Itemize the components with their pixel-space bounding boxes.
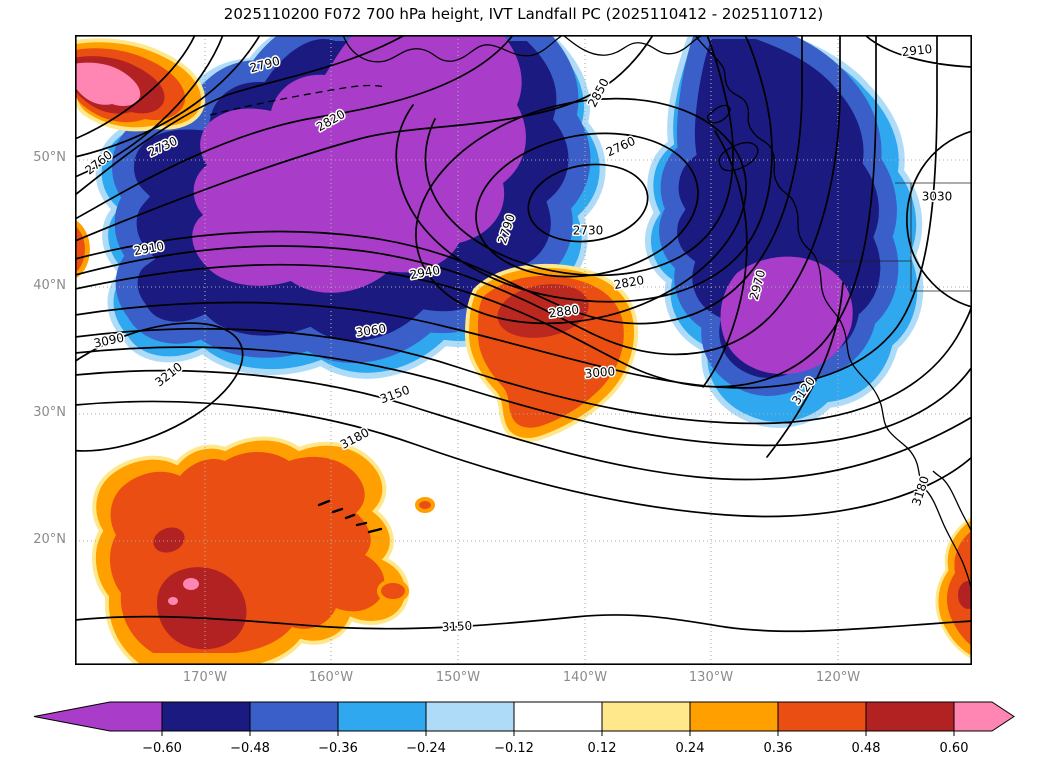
shading-positive-hawaii-pink-spot [168, 597, 178, 605]
contour-label: 3180 [909, 474, 932, 507]
colorbar-cell [337, 701, 427, 732]
shading-positive-right-spot [958, 581, 972, 609]
shading-positive-hawaii-pink-spot [183, 578, 199, 590]
contour-label: 3090 [93, 330, 126, 350]
colorbar-arrow-left [33, 701, 163, 732]
colorbar-cell [865, 701, 955, 732]
y-tick-label: 30°N [33, 405, 66, 420]
closed-high-contour [75, 322, 244, 452]
colorbar-cell [161, 701, 251, 732]
y-tick-label: 20°N [33, 532, 66, 547]
contour-label: 3150 [441, 619, 472, 635]
map-plot: 2790 2820 2760 2730 2850 2910 3090 2940 … [75, 35, 972, 665]
colorbar-arrow-right [953, 701, 1015, 732]
contour-label: 2910 [901, 42, 933, 59]
x-tick-label: 170°W [182, 670, 228, 685]
contour-label: 2910 [133, 239, 166, 258]
coastline [342, 35, 972, 592]
closed-low-contour [415, 97, 747, 325]
lat-lon-gridlines [75, 35, 972, 665]
contour-label: 2880 [548, 302, 580, 320]
shading-positive-corner-pink [75, 62, 141, 107]
colorbar-tick-label: 0.12 [588, 741, 617, 756]
shading-positive-hawaii-darkred-spot [153, 527, 185, 553]
contour-label: 2940 [409, 263, 442, 282]
colorbar-cell [425, 701, 515, 732]
x-tick-label: 150°W [435, 670, 481, 685]
colorbar: −0.60 −0.48 −0.36 −0.24 −0.12 0.12 0.24 … [33, 701, 1015, 756]
contour-label: 2820 [613, 273, 646, 292]
x-tick-label: 130°W [688, 670, 734, 685]
x-tick-label: 140°W [562, 670, 608, 685]
colorbar-tick-label: −0.48 [230, 741, 270, 756]
shading-positive-island-patch [415, 497, 435, 513]
contour-label: 3060 [355, 321, 387, 339]
contour-label: 2850 [585, 76, 612, 110]
colorbar-cell [777, 701, 867, 732]
shading-negative-nw-core [192, 35, 526, 293]
colorbar-ticks [161, 731, 955, 736]
x-tick-label: 160°W [308, 670, 354, 685]
contour-label: 2730 [573, 224, 604, 238]
shading-negative-coast-core [720, 256, 853, 375]
colorbar-tick-label: 0.60 [940, 741, 969, 756]
y-tick-label: 40°N [33, 278, 66, 293]
contour-label: 2760 [604, 134, 638, 160]
plot-title: 2025110200 F072 700 hPa height, IVT Land… [223, 5, 824, 23]
hawaiian-islands [317, 499, 383, 534]
colorbar-tick-label: −0.60 [142, 741, 182, 756]
closed-low-contour [527, 163, 649, 243]
colorbar-tick-label: 0.36 [764, 741, 793, 756]
map-frame [75, 35, 972, 665]
contour-label: 3210 [152, 360, 185, 390]
colorbar-tick-label: −0.36 [318, 741, 358, 756]
contour-label: 3030 [922, 190, 953, 204]
shading-positive-hawaii-darkred [157, 567, 247, 650]
colorbar-cell [249, 701, 339, 732]
shading-positive-left-patch [75, 219, 90, 279]
x-tick-label: 120°W [815, 670, 861, 685]
shading-positive-island-patch [377, 579, 409, 603]
y-tick-label: 50°N [33, 150, 66, 165]
colorbar-tick-label: −0.24 [406, 741, 446, 756]
contour-label: 3150 [378, 383, 411, 407]
closed-low-contour [475, 132, 699, 278]
colorbar-tick-label: 0.48 [852, 741, 881, 756]
colorbar-cell [689, 701, 779, 732]
colorbar-tick-label: 0.24 [676, 741, 705, 756]
height-contours [75, 35, 972, 633]
contour-label: 3000 [584, 364, 616, 381]
colorbar-cell [513, 701, 603, 732]
colorbar-tick-label: −0.12 [494, 741, 534, 756]
colorbar-cell [601, 701, 691, 732]
